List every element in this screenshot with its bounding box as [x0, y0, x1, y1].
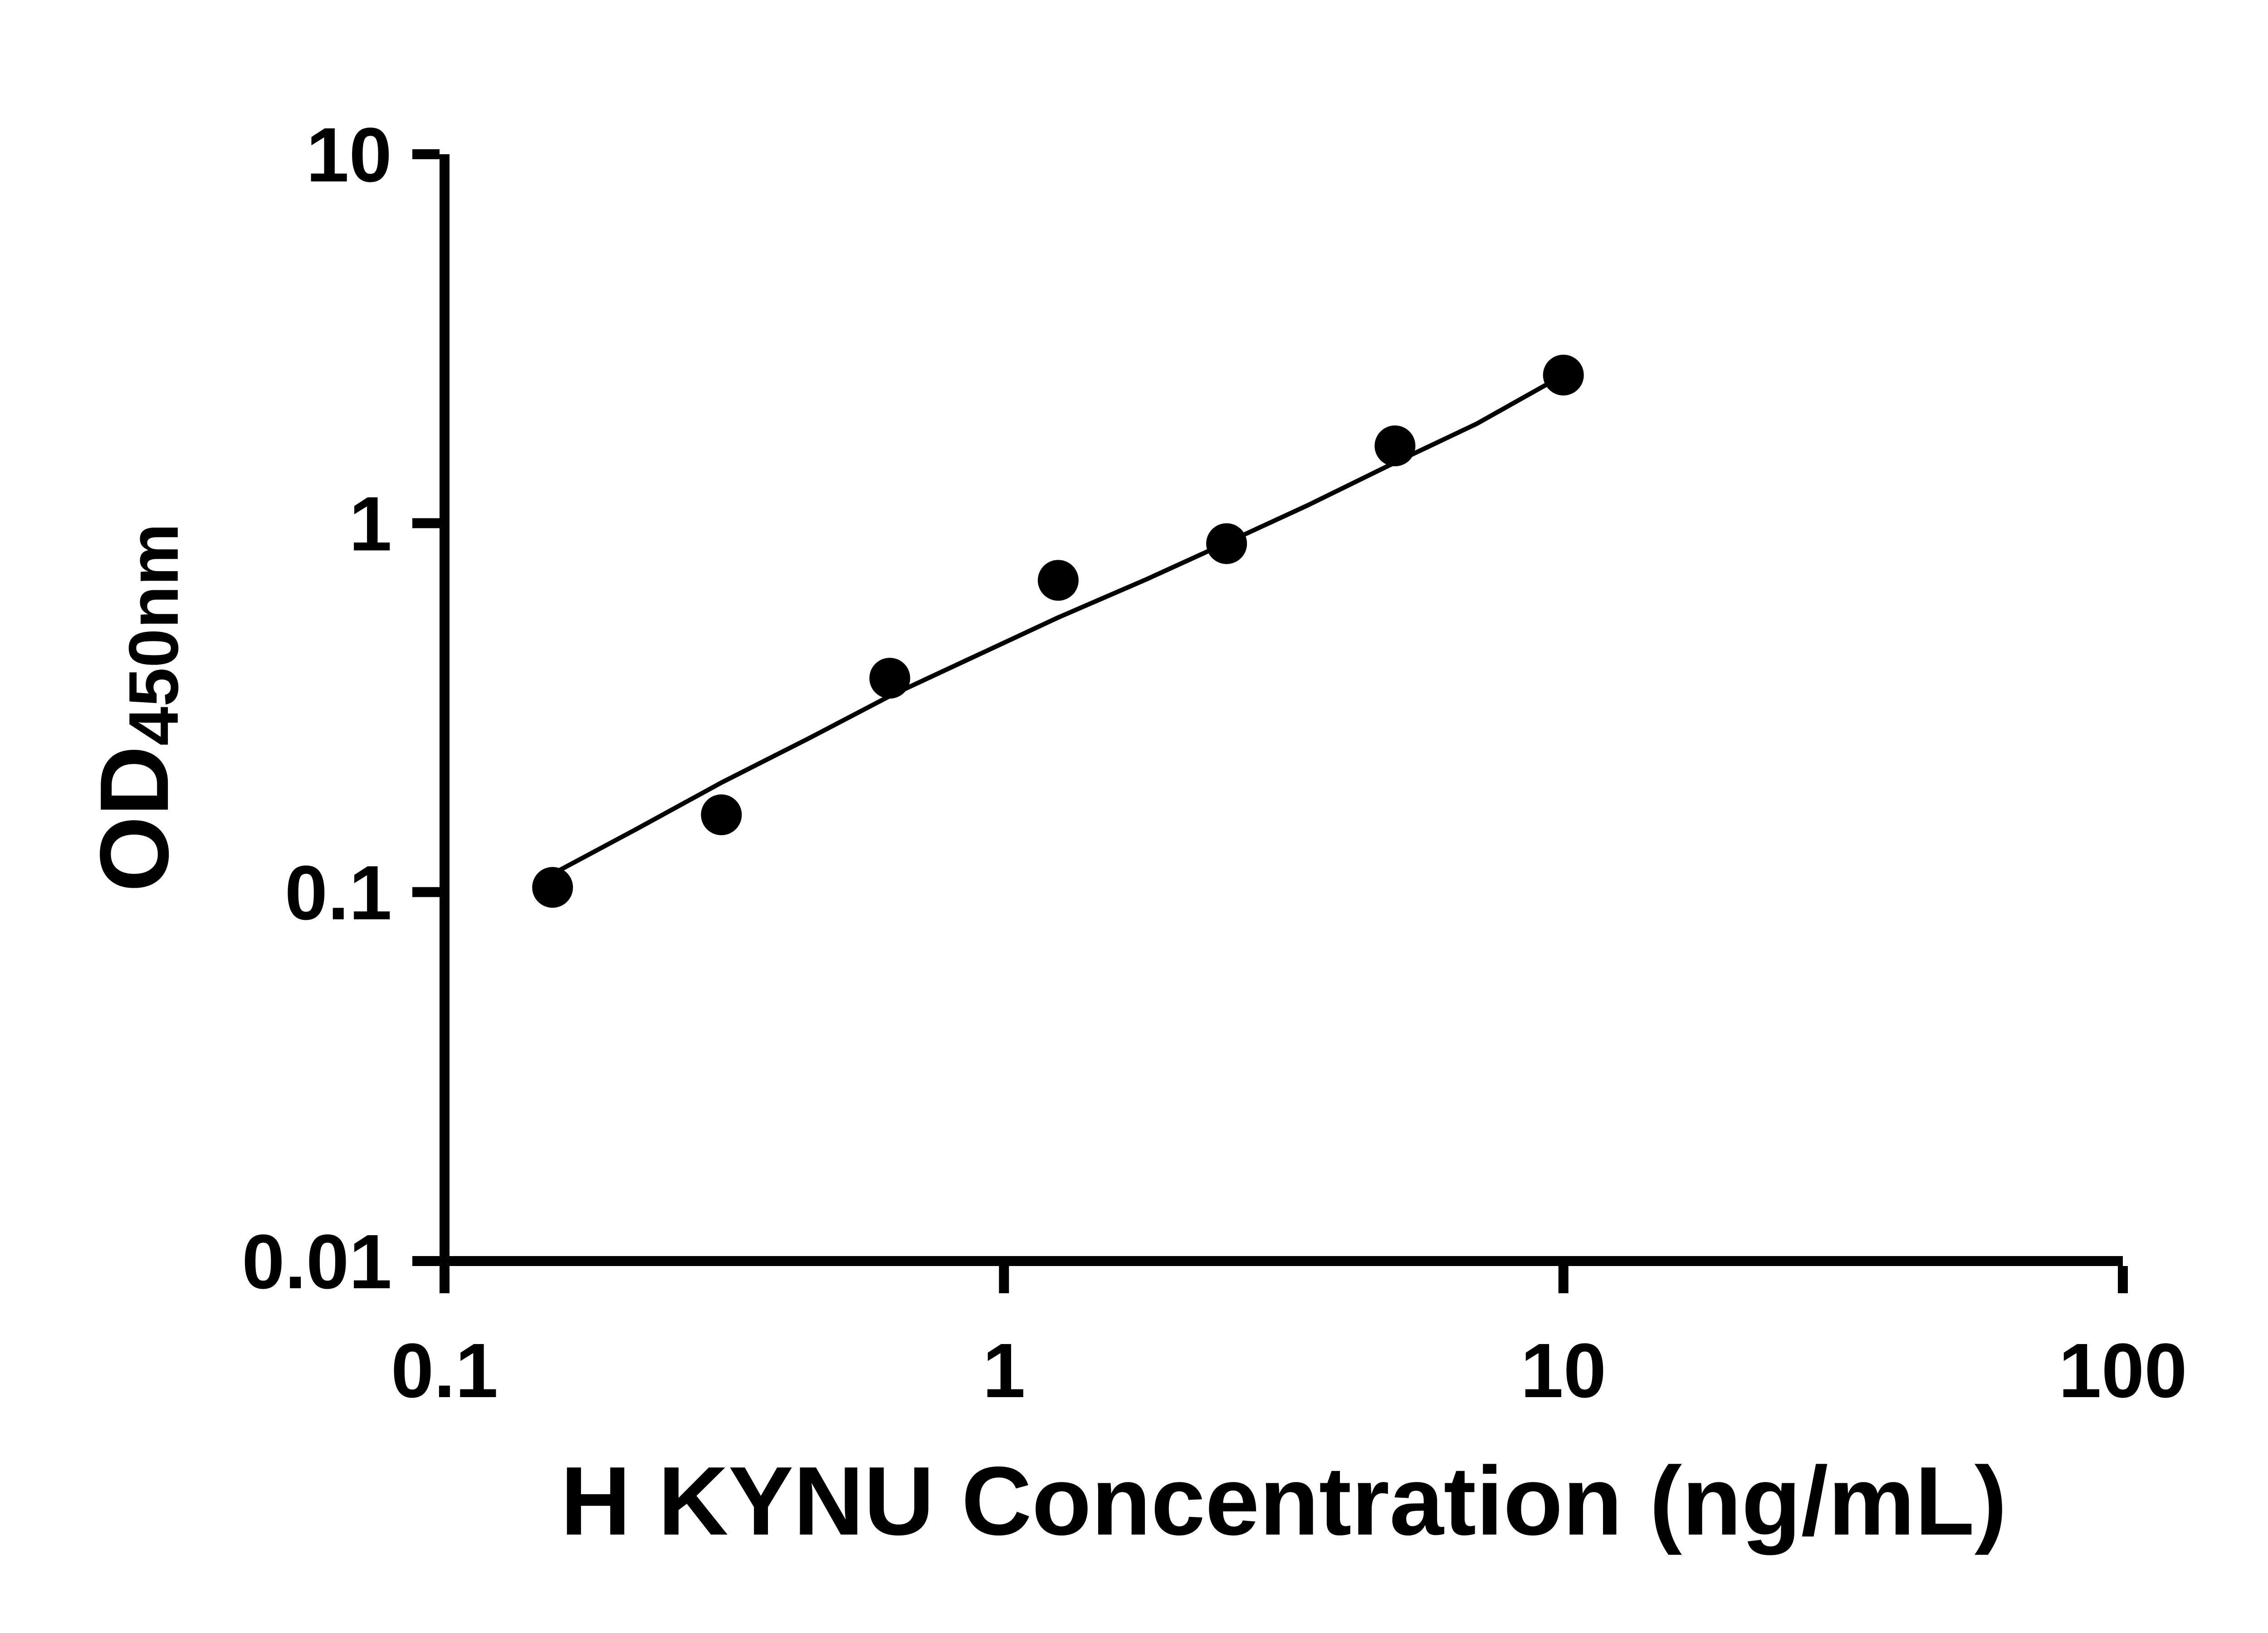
data-point — [1037, 560, 1079, 601]
data-point — [532, 867, 573, 908]
y-tick-label: 1 — [349, 481, 392, 567]
y-tick-label: 10 — [306, 112, 392, 198]
axes — [440, 154, 2123, 1266]
data-point — [869, 658, 910, 699]
y-axis-label-base: OD — [79, 745, 189, 892]
data-point — [1543, 354, 1584, 396]
x-tick-label: 10 — [1520, 1328, 1606, 1414]
data-point — [1374, 425, 1416, 466]
x-tick-label: 1 — [982, 1328, 1026, 1414]
data-point — [701, 794, 742, 836]
y-axis-label-subscript: 450nm — [114, 523, 193, 746]
data-point — [1206, 523, 1247, 564]
y-tick-label: 0.01 — [242, 1219, 392, 1305]
x-tick-label: 0.1 — [391, 1328, 498, 1414]
y-tick-label: 0.1 — [285, 850, 392, 936]
y-axis-label: OD450nm — [78, 523, 194, 892]
x-axis-label: H KYNU Concentration (ng/mL) — [560, 1446, 2007, 1555]
x-tick-label: 100 — [2058, 1328, 2187, 1414]
